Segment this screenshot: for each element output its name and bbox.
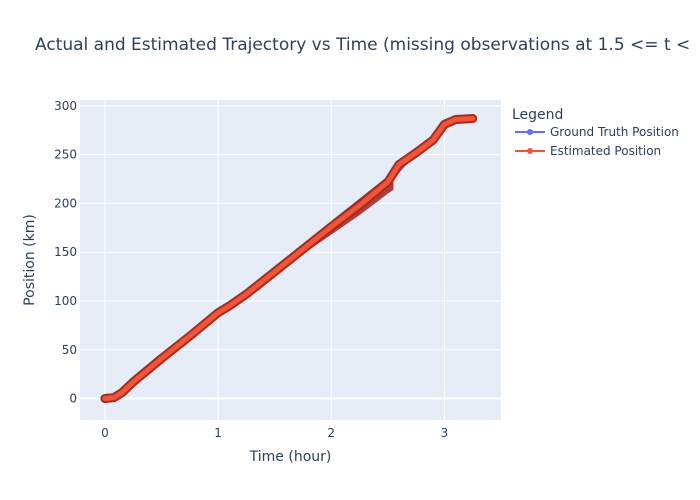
- y-axis-title: Position (km): [22, 214, 38, 306]
- x-axis-title: Time (hour): [249, 449, 332, 465]
- legend-entry[interactable]: Estimated Position: [515, 144, 661, 158]
- x-tick-label: 1: [214, 426, 222, 440]
- y-tick-labels: 0 50 100 150 200 250 300: [54, 99, 77, 406]
- chart-title: Actual and Estimated Trajectory vs Time …: [35, 35, 690, 55]
- legend-marker: [527, 129, 533, 135]
- y-tick-label: 50: [62, 343, 77, 357]
- y-tick-label: 150: [54, 245, 77, 259]
- legend-entry[interactable]: Ground Truth Position: [515, 125, 679, 139]
- y-tick-label: 0: [69, 392, 77, 406]
- y-tick-label: 200: [54, 196, 77, 210]
- series-line-estimated-position: [102, 116, 476, 401]
- y-tick-label: 300: [54, 99, 77, 113]
- y-tick-label: 250: [54, 148, 77, 162]
- legend-label: Ground Truth Position: [550, 125, 679, 139]
- grid-lines: [80, 100, 501, 420]
- x-tick-label: 2: [327, 426, 335, 440]
- x-tick-labels: 0 1 2 3: [101, 426, 448, 440]
- legend-marker: [527, 148, 533, 154]
- legend[interactable]: Legend Ground Truth Position Estimated Po…: [512, 107, 679, 158]
- x-tick-label: 3: [441, 426, 449, 440]
- x-tick-label: 0: [101, 426, 109, 440]
- y-tick-label: 100: [54, 294, 77, 308]
- legend-label: Estimated Position: [550, 144, 661, 158]
- series-layer: [100, 114, 478, 403]
- legend-title: Legend: [512, 107, 563, 123]
